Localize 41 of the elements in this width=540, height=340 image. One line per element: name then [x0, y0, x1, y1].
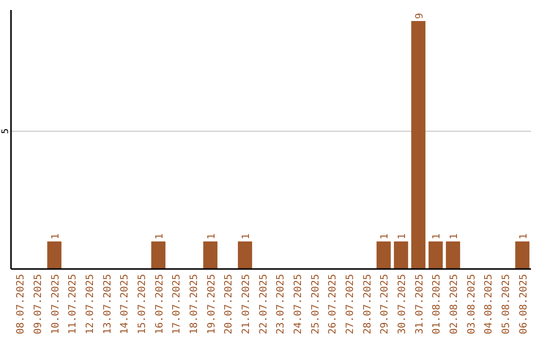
x-tick-label: 03.08.2025 [466, 274, 478, 334]
data-label: 9 [414, 12, 426, 20]
x-tick-label: 17.07.2025 [172, 274, 183, 334]
x-tick-label: 11.07.2025 [68, 274, 79, 334]
x-tick-label: 27.07.2025 [345, 274, 356, 334]
data-label: 1 [154, 233, 166, 240]
x-tick-label: 20.07.2025 [224, 274, 235, 334]
x-tick-label: 12.07.2025 [85, 274, 96, 334]
data-label: 1 [206, 233, 218, 240]
x-tick-label: 28.07.2025 [362, 274, 374, 334]
x-tick-label: 19.07.2025 [206, 274, 218, 334]
x-tick-label: 05.08.2025 [501, 274, 512, 334]
x-tick-label: 30.07.2025 [397, 274, 408, 334]
x-tick-label: 16.07.2025 [154, 274, 166, 334]
x-tick-label: 22.07.2025 [258, 274, 270, 334]
x-tick-label: 02.08.2025 [449, 274, 460, 334]
data-label: 1 [432, 233, 443, 240]
x-tick-label: 01.08.2025 [432, 274, 443, 334]
data-label: 1 [518, 233, 530, 240]
x-tick-label: 10.07.2025 [50, 274, 62, 334]
data-label: 1 [50, 233, 62, 240]
data-label: 1 [241, 233, 252, 240]
x-tick-label: 04.08.2025 [484, 274, 495, 334]
data-label: 1 [397, 233, 408, 240]
x-tick-label: 26.07.2025 [328, 274, 339, 334]
x-tick-label: 14.07.2025 [120, 274, 131, 334]
x-tick-label: 13.07.2025 [102, 274, 114, 334]
x-tick-label: 21.07.2025 [241, 274, 252, 334]
data-label: 1 [380, 233, 391, 240]
y-tick-label: 5 [1, 128, 11, 134]
x-tick-label: 23.07.2025 [276, 274, 287, 334]
data-label: 1 [449, 233, 460, 240]
x-tick-label: 08.07.2025 [16, 274, 27, 334]
x-tick-label: 24.07.2025 [293, 274, 304, 334]
x-tick-label: 25.07.2025 [310, 274, 322, 334]
x-tick-label: 06.08.2025 [518, 274, 530, 334]
x-tick-label: 29.07.2025 [380, 274, 391, 334]
x-tick-label: 18.07.2025 [189, 274, 200, 334]
x-tick-label: 09.07.2025 [33, 274, 44, 334]
x-tick-label: 15.07.2025 [137, 274, 148, 334]
x-tick-label: 31.07.2025 [414, 274, 426, 334]
